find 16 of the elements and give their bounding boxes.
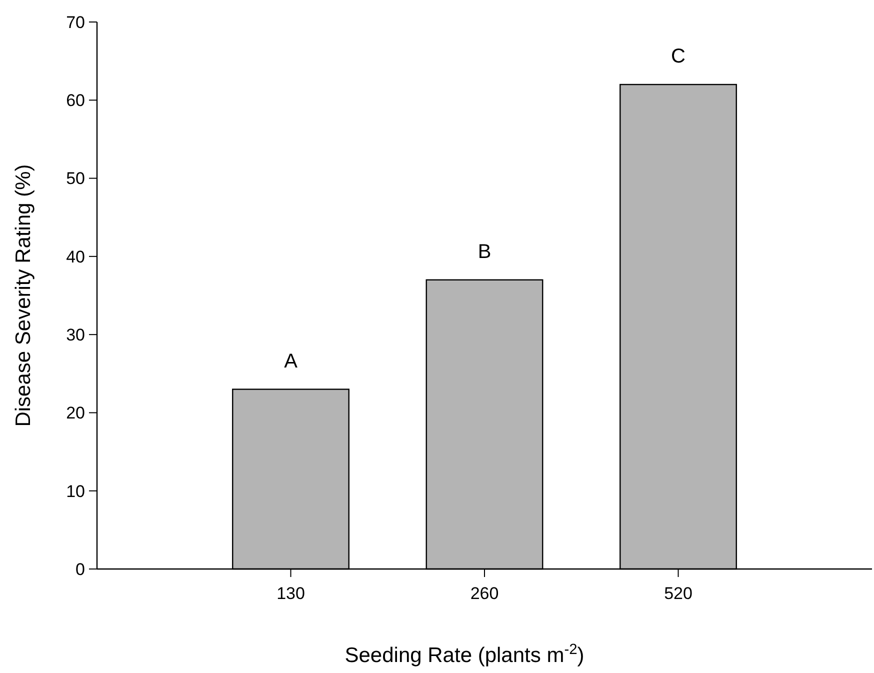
x-tick-label: 520 bbox=[664, 584, 692, 603]
y-tick-label: 40 bbox=[66, 247, 85, 266]
y-tick-label: 10 bbox=[66, 482, 85, 501]
annotation: B bbox=[478, 240, 492, 263]
x-axis-title: Seeding Rate (plants m$^{-2}$) bbox=[344, 642, 584, 667]
y-tick-label: 70 bbox=[66, 12, 85, 32]
y-tick-label: 50 bbox=[66, 169, 85, 188]
y-tick-label: 20 bbox=[66, 404, 85, 423]
y-tick-label: 30 bbox=[66, 326, 85, 345]
x-tick-label: 130 bbox=[276, 584, 305, 603]
y-tick-label: 60 bbox=[66, 91, 85, 110]
annotation: C bbox=[671, 46, 686, 68]
y-axis-title: Disease Severity Rating (%) bbox=[12, 164, 35, 427]
x-tick-label: 260 bbox=[470, 584, 499, 603]
annotation: A bbox=[284, 350, 298, 372]
y-tick-label: 0 bbox=[76, 560, 85, 579]
